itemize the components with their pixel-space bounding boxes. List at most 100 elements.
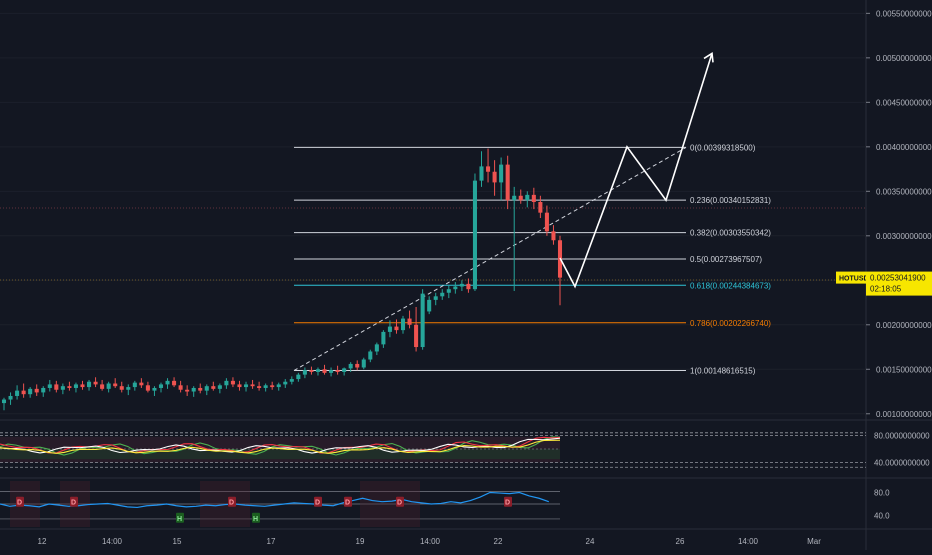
- candle-body: [158, 384, 164, 388]
- candle-body: [486, 166, 491, 172]
- fib-level-label: 0.618(0.00244384673): [690, 281, 771, 290]
- candle-body: [525, 194, 530, 201]
- candle-body: [492, 171, 497, 183]
- x-tick-label: 19: [356, 537, 365, 546]
- signal-marker-label: H: [177, 516, 182, 523]
- candle-body: [302, 370, 307, 375]
- candle-body: [453, 286, 458, 290]
- candle-body: [329, 370, 334, 373]
- candle-body: [446, 289, 451, 293]
- candle-body: [381, 331, 386, 345]
- candle-body: [54, 384, 59, 390]
- candle-body: [145, 385, 150, 391]
- candle-body: [60, 386, 65, 390]
- candle-body: [276, 384, 281, 388]
- stoch-tick-label: 40.0: [874, 512, 890, 521]
- candle-body: [165, 380, 170, 385]
- candle-body: [296, 374, 301, 380]
- candle-body: [466, 283, 471, 290]
- symbol-badge[interactable]: [836, 271, 866, 284]
- candle-body: [100, 384, 105, 389]
- stoch-tick-label: 80.0: [874, 489, 890, 498]
- x-tick-label: 14:00: [420, 537, 441, 546]
- candle-body: [93, 381, 98, 385]
- candle-body: [499, 164, 504, 183]
- fib-level-label: 1(0.00148616515): [690, 367, 756, 376]
- candle-body: [414, 324, 419, 348]
- candle-body: [518, 195, 523, 201]
- stoch-line: [0, 491, 549, 509]
- y-tick-label: 0.00550000000: [876, 9, 932, 18]
- signal-marker-label: D: [315, 500, 320, 507]
- y-tick-label: 0.00300000000: [876, 232, 932, 241]
- fib-level-label: 0.382(0.00303550342): [690, 229, 771, 238]
- stoch-zone: [200, 481, 250, 527]
- candle-body: [407, 318, 412, 325]
- fib-level-label: 0(0.00399318500): [690, 143, 756, 152]
- candle-body: [87, 381, 92, 388]
- candle-body: [243, 384, 249, 388]
- candle-body: [1, 399, 7, 404]
- candle-body: [374, 344, 379, 352]
- candle-body: [28, 388, 33, 395]
- x-tick-label: Mar: [807, 537, 821, 546]
- candle-body: [8, 395, 13, 400]
- candle-body: [185, 389, 190, 392]
- candle-body: [237, 384, 242, 388]
- trend-line[interactable]: [293, 146, 687, 371]
- signal-marker: [504, 496, 512, 507]
- candle-body: [459, 283, 464, 287]
- candle-body: [172, 380, 177, 386]
- x-tick-label: 22: [494, 537, 503, 546]
- stoch-zone: [360, 481, 420, 527]
- candle-body: [113, 383, 118, 387]
- candle-body: [544, 212, 549, 232]
- candle-body: [440, 292, 445, 297]
- candle-body: [204, 386, 209, 391]
- candle-body: [538, 201, 543, 213]
- signal-marker-label: D: [17, 500, 22, 507]
- candle-body: [342, 368, 347, 372]
- candle-body: [126, 387, 131, 390]
- candle-body: [479, 166, 484, 181]
- candle-body: [15, 390, 20, 396]
- last-price-badge: [866, 271, 932, 296]
- candle-body: [433, 296, 438, 300]
- candle-body: [283, 381, 288, 385]
- signal-marker: [16, 496, 24, 507]
- y-tick-label: 0.00400000000: [876, 143, 932, 152]
- signal-marker-label: D: [345, 500, 350, 507]
- candle-body: [289, 379, 294, 382]
- x-tick-label: 26: [676, 537, 685, 546]
- fib-level-label: 0.236(0.00340152831): [690, 196, 771, 205]
- signal-marker: [252, 512, 260, 523]
- signal-marker-label: D: [397, 500, 402, 507]
- candle-body: [67, 386, 72, 388]
- rsi-tick-label: 80.0000000000: [874, 432, 930, 441]
- candle-countdown: 02:18:05: [870, 285, 902, 294]
- candle-body: [355, 363, 360, 368]
- candle-body: [198, 387, 203, 391]
- candle-body: [322, 369, 327, 373]
- signal-marker: [228, 496, 236, 507]
- y-tick-label: 0.00150000000: [876, 365, 932, 374]
- candle-body: [309, 370, 314, 372]
- candle-body: [73, 384, 78, 388]
- candle-body: [270, 385, 275, 388]
- last-price-label: 0.00253041900: [870, 274, 926, 283]
- stoch-zone: [10, 481, 40, 527]
- fib-level-label: 0.786(0.00202266740): [690, 319, 771, 328]
- y-tick-label: 0.00100000000: [876, 410, 932, 419]
- candle-body: [139, 382, 144, 386]
- candle-body: [315, 369, 321, 372]
- x-tick-label: 15: [173, 537, 182, 546]
- candle-body: [427, 299, 432, 312]
- x-tick-label: 12: [38, 537, 47, 546]
- candle-body: [211, 386, 216, 389]
- candle-body: [41, 387, 46, 393]
- candle-body: [132, 382, 137, 388]
- candle-body: [420, 293, 425, 348]
- projection-path[interactable]: [559, 53, 713, 289]
